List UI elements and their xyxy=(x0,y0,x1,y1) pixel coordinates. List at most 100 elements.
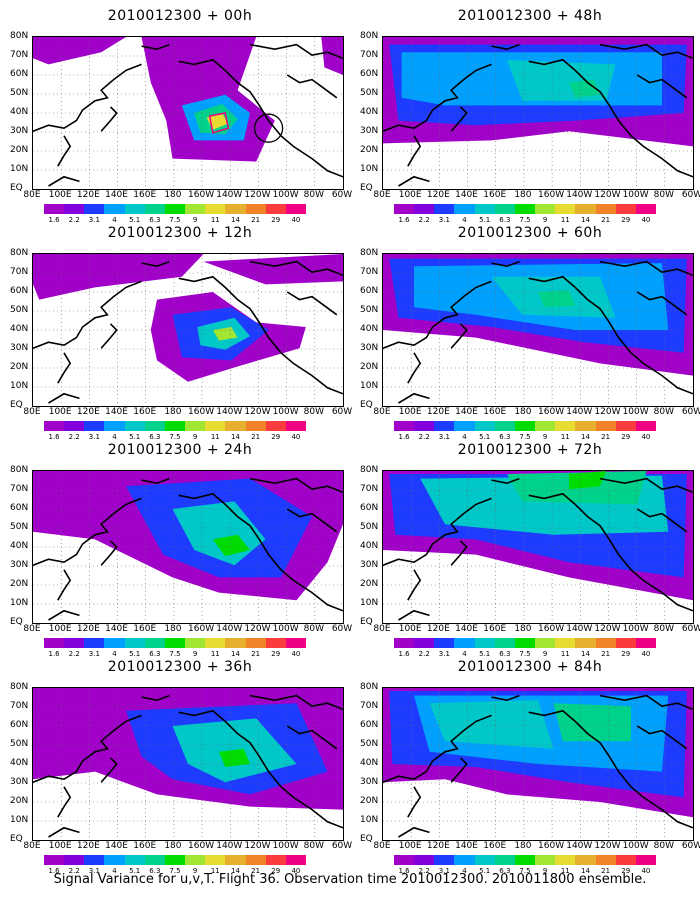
latitude-label: 10N xyxy=(360,815,379,825)
longitude-label: 180 xyxy=(514,190,532,200)
colorbar-swatch xyxy=(84,855,105,865)
colorbar-label: 14 xyxy=(230,216,240,224)
coastline xyxy=(57,135,72,167)
colorbar-swatch xyxy=(84,421,105,431)
latitude-label: EQ xyxy=(10,183,23,193)
map-area xyxy=(32,470,344,624)
colorbar-swatch xyxy=(164,638,186,648)
signal-variance-map xyxy=(383,37,693,189)
variance-contour-fill xyxy=(219,748,250,767)
colorbar-label: 21 xyxy=(601,867,611,875)
longitude-label: 140W xyxy=(566,407,593,417)
colorbar-swatch xyxy=(595,855,616,865)
colorbar-swatch xyxy=(44,855,65,865)
longitude-label: 120W xyxy=(244,841,271,851)
longitude-label: 180 xyxy=(164,407,182,417)
colorbar-swatch xyxy=(394,204,415,214)
colorbar-swatch xyxy=(185,421,206,431)
coastline xyxy=(398,609,430,621)
longitude-label: 80W xyxy=(303,407,324,417)
longitude-label: 140E xyxy=(105,841,128,851)
coastline xyxy=(178,709,343,829)
coastline xyxy=(48,175,80,187)
coastline xyxy=(57,352,72,384)
longitude-label: 80W xyxy=(653,624,674,634)
latitude-label: 50N xyxy=(10,522,29,532)
colorbar-label: 9 xyxy=(192,867,198,875)
latitude-label: 40N xyxy=(360,758,379,768)
colorbar-swatch xyxy=(635,855,657,865)
colorbar-swatch xyxy=(514,421,536,431)
coastline xyxy=(100,540,118,566)
colorbar-swatch xyxy=(535,421,556,431)
colorbar-label: 4 xyxy=(112,650,117,658)
colorbar-swatch xyxy=(64,421,85,431)
coastline xyxy=(599,43,693,60)
coastline xyxy=(48,609,80,621)
longitude-label: 160E xyxy=(483,624,507,634)
colorbar-swatch xyxy=(494,204,515,214)
colorbar-swatch xyxy=(225,204,246,214)
map-area xyxy=(32,36,344,190)
longitude-axis: 80E 100E 120E 140E 160E 180 160W 140W 120W 100W 80… xyxy=(20,407,355,417)
latitude-label: 50N xyxy=(360,739,379,749)
longitude-label: 120W xyxy=(594,190,621,200)
latitude-axis: 80N 70N 60N 50N 40N 30N 20N 10N EQ xyxy=(360,683,384,844)
coastline xyxy=(528,275,693,395)
variance-contour-fill xyxy=(538,290,576,308)
colorbar-label: 1.6 xyxy=(48,867,60,875)
latitude-label: 40N xyxy=(360,107,379,117)
coastline xyxy=(599,694,693,711)
panel-title: 2010012300 + 36h xyxy=(107,659,253,675)
coastline xyxy=(178,492,343,612)
longitude-label: 80E xyxy=(373,407,391,417)
colorbar-swatch xyxy=(225,638,246,648)
colorbar-label: 4 xyxy=(112,867,117,875)
latitude-label: 40N xyxy=(10,107,29,117)
colorbar-label: 5.1 xyxy=(479,216,491,224)
longitude-label: 140W xyxy=(216,190,243,200)
longitude-axis: 80E 100E 120E 140E 160E 180 160W 140W 120W 100W 80… xyxy=(370,407,700,417)
longitude-label: 100E xyxy=(398,841,422,851)
panel-title: 2010012300 + 24h xyxy=(107,442,253,458)
colorbar-swatch xyxy=(535,855,556,865)
colorbar-label: 1.6 xyxy=(48,433,60,441)
longitude-label: 100W xyxy=(272,407,299,417)
latitude-label: 60N xyxy=(360,720,379,730)
latitude-label: 70N xyxy=(10,484,29,494)
longitude-label: 160W xyxy=(188,407,215,417)
colorbar-swatch xyxy=(535,204,556,214)
colorbar-label: 9 xyxy=(192,216,198,224)
colorbar-swatch xyxy=(575,421,596,431)
coastline xyxy=(383,497,492,566)
latitude-label: 80N xyxy=(10,682,29,692)
latitude-label: 30N xyxy=(360,126,379,136)
latitude-label: 60N xyxy=(360,286,379,296)
colorbar-label: 11 xyxy=(560,216,570,224)
colorbar-swatch xyxy=(595,421,616,431)
colorbar-swatch xyxy=(104,421,125,431)
latitude-label: 30N xyxy=(10,560,29,570)
colorbar-swatch xyxy=(104,638,125,648)
coastline xyxy=(528,58,693,178)
colorbar-label: 3.1 xyxy=(438,650,450,658)
latitude-axis: 80N 70N 60N 50N 40N 30N 20N 10N EQ xyxy=(10,466,34,627)
colorbar-label: 6.3 xyxy=(149,650,161,658)
colorbar-label: 40 xyxy=(291,867,301,875)
coastline xyxy=(407,352,422,384)
latitude-label: 60N xyxy=(10,69,29,79)
colorbar xyxy=(44,638,307,648)
latitude-label: 30N xyxy=(360,343,379,353)
colorbar-label: 4 xyxy=(112,433,117,441)
colorbar-swatch xyxy=(474,638,495,648)
colorbar-label: 1.6 xyxy=(48,216,60,224)
latitude-label: 40N xyxy=(360,324,379,334)
latitude-label: 70N xyxy=(360,701,379,711)
colorbar-label: 14 xyxy=(230,650,240,658)
figure-caption: Signal Variance for u,v,T. Flight 36. Ob… xyxy=(53,872,647,887)
latitude-label: 70N xyxy=(360,484,379,494)
latitude-label: 40N xyxy=(10,758,29,768)
longitude-label: 100E xyxy=(48,190,72,200)
latitude-label: 30N xyxy=(360,560,379,570)
colorbar-label: 29 xyxy=(271,433,281,441)
